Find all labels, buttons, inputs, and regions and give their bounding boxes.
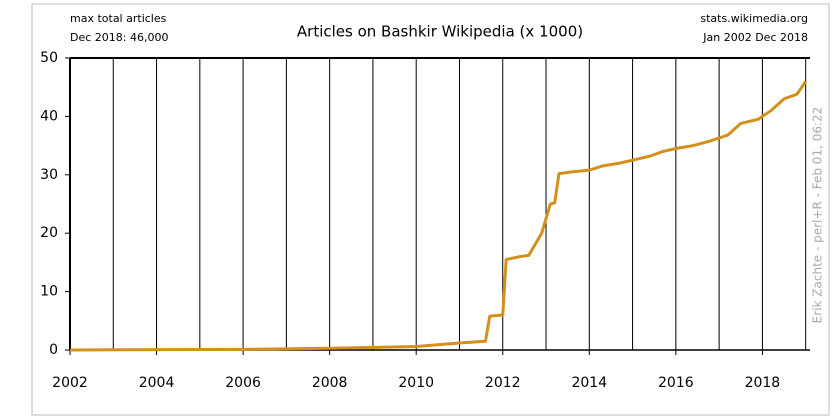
credit: Erik Zachte - perl+R - Feb 01, 06:22 bbox=[811, 107, 825, 324]
data-line bbox=[69, 80, 807, 352]
chart-title: Articles on Bashkir Wikipedia (x 1000) bbox=[297, 23, 583, 41]
x-tick-label: 2006 bbox=[225, 375, 261, 391]
x-tick-label: 2002 bbox=[52, 375, 88, 391]
note-right: stats.wikimedia.org bbox=[700, 12, 808, 25]
x-tick-label: 2004 bbox=[139, 375, 175, 391]
y-tick-label: 10 bbox=[40, 284, 58, 300]
note-left: Dec 2018: 46,000 bbox=[70, 31, 168, 44]
y-tick-label: 0 bbox=[49, 342, 58, 358]
y-tick-label: 20 bbox=[40, 225, 58, 241]
note-left: max total articles bbox=[70, 12, 167, 25]
x-tick-label: 2016 bbox=[658, 375, 694, 391]
y-tick-label: 30 bbox=[40, 167, 58, 183]
frame bbox=[31, 3, 830, 416]
x-tick-label: 2012 bbox=[485, 375, 521, 391]
x-tick-label: 2010 bbox=[398, 375, 434, 391]
x-tick-label: 2008 bbox=[312, 375, 348, 391]
y-tick-label: 40 bbox=[40, 108, 58, 124]
y-tick-label: 50 bbox=[40, 50, 58, 66]
note-right: Jan 2002 Dec 2018 bbox=[702, 31, 808, 44]
x-tick-label: 2014 bbox=[571, 375, 607, 391]
x-tick-label: 2018 bbox=[745, 375, 781, 391]
